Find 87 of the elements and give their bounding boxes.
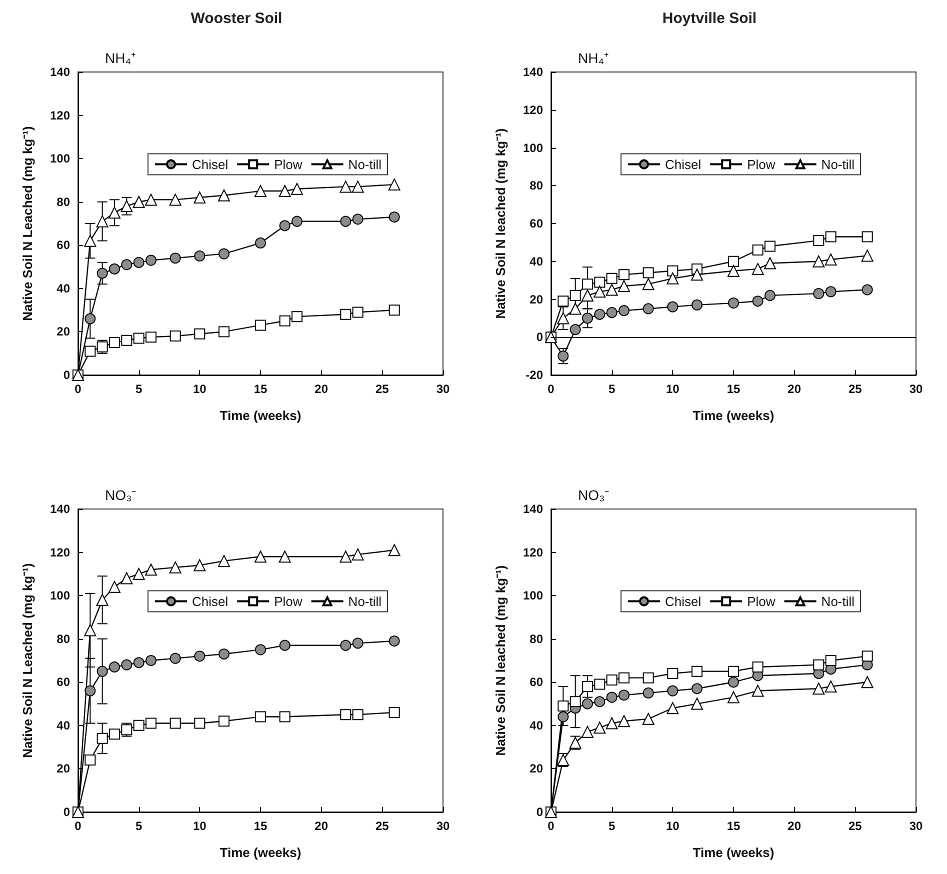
x-tick-label: 25: [375, 382, 390, 396]
chart-title: Hoytville Soil: [662, 10, 757, 27]
y-tick-label: 0: [63, 805, 70, 819]
legend-label: Plow: [747, 594, 776, 609]
y-tick-label: 80: [530, 632, 544, 646]
x-tick-label: 5: [608, 382, 616, 396]
y-tick-label: 100: [522, 140, 544, 155]
y-tick-label: 140: [522, 65, 544, 79]
chart-title: Wooster Soil: [190, 10, 282, 27]
x-axis-title: Time (weeks): [692, 408, 774, 423]
x-tick-label: 30: [436, 819, 450, 833]
x-tick-label: 20: [788, 382, 802, 396]
chart-subtitle: NO₃⁻: [578, 487, 610, 503]
y-tick-label: 80: [56, 632, 70, 646]
y-tick-label: 100: [522, 588, 544, 603]
legend-label: Plow: [274, 594, 303, 609]
y-tick-label: 100: [50, 588, 70, 603]
x-tick-label: 25: [375, 819, 390, 833]
legend-label: Plow: [274, 156, 303, 172]
legend-label: No-till: [821, 156, 855, 172]
legend-label: Chisel: [192, 156, 228, 172]
y-tick-label: 0: [536, 805, 544, 819]
y-tick-label: 0: [536, 330, 544, 344]
y-tick-label: 140: [50, 502, 70, 516]
x-tick-label: 0: [74, 382, 82, 396]
legend-label: No-till: [348, 594, 382, 609]
x-tick-label: 15: [254, 382, 268, 396]
x-tick-label: 5: [135, 819, 142, 833]
x-axis-title: Time (weeks): [692, 845, 774, 860]
y-tick-label: 40: [56, 281, 70, 296]
legend-label: Chisel: [665, 156, 702, 172]
y-tick-label: 140: [522, 502, 544, 516]
y-tick-label: 0: [63, 368, 70, 382]
y-axis-title: Native Soil N leached (mg kg⁻¹): [493, 128, 508, 319]
x-tick-label: 0: [74, 819, 82, 833]
x-tick-label: 10: [192, 382, 207, 396]
x-tick-label: 30: [436, 382, 450, 396]
x-tick-label: 25: [848, 382, 862, 396]
legend-label: Chisel: [665, 594, 702, 609]
x-axis-title: Time (weeks): [220, 408, 302, 423]
x-tick-label: 5: [135, 382, 142, 396]
x-tick-label: 20: [788, 819, 802, 833]
y-tick-label: 40: [56, 718, 70, 732]
chart-subtitle: NH₄⁺: [578, 50, 609, 66]
x-tick-label: 0: [548, 819, 555, 833]
x-tick-label: 20: [314, 382, 328, 396]
y-tick-label: 20: [530, 762, 544, 776]
y-tick-label: 20: [530, 292, 544, 306]
x-tick-label: 10: [192, 819, 207, 833]
chart-subtitle: NO₃⁻: [105, 487, 137, 503]
y-tick-label: 100: [50, 152, 70, 166]
y-tick-label: 120: [522, 545, 544, 560]
x-tick-label: 25: [848, 819, 862, 833]
legend-label: Chisel: [192, 594, 228, 609]
x-tick-label: 15: [254, 819, 268, 833]
legend-label: Plow: [747, 156, 776, 172]
legend-label: No-till: [348, 156, 382, 172]
y-tick-label: 60: [56, 675, 70, 690]
y-tick-label: 140: [50, 65, 70, 79]
y-tick-label: 40: [530, 718, 544, 732]
x-tick-label: 30: [909, 382, 923, 396]
x-tick-label: 5: [608, 819, 616, 833]
y-axis-title: Native Soil N Leached (mg kg⁻¹): [20, 126, 35, 321]
x-tick-label: 15: [726, 382, 740, 396]
y-tick-label: 20: [56, 762, 70, 776]
x-tick-label: 10: [666, 382, 680, 396]
x-axis-title: Time (weeks): [220, 845, 302, 860]
chart-subtitle: NH₄⁺: [105, 50, 136, 66]
legend-label: No-till: [821, 594, 855, 609]
y-tick-label: -20: [526, 368, 544, 382]
x-tick-label: 20: [314, 819, 328, 833]
y-tick-label: 80: [530, 178, 544, 193]
x-tick-label: 10: [666, 819, 680, 833]
y-tick-label: 20: [56, 324, 70, 339]
y-tick-label: 40: [530, 254, 544, 268]
y-tick-label: 80: [56, 194, 70, 209]
y-tick-label: 60: [56, 238, 70, 252]
y-tick-label: 120: [50, 108, 70, 122]
y-tick-label: 60: [530, 675, 544, 690]
x-tick-label: 0: [548, 382, 555, 396]
y-tick-label: 120: [522, 102, 544, 117]
x-tick-label: 15: [726, 819, 740, 833]
y-axis-title: Native Soil N Leached (mg kg⁻¹): [20, 563, 35, 758]
y-tick-label: 120: [50, 545, 70, 560]
y-tick-label: 60: [530, 216, 544, 230]
x-tick-label: 30: [909, 819, 923, 833]
y-axis-title: Native Soil N leached (mg kg⁻¹): [493, 565, 508, 756]
